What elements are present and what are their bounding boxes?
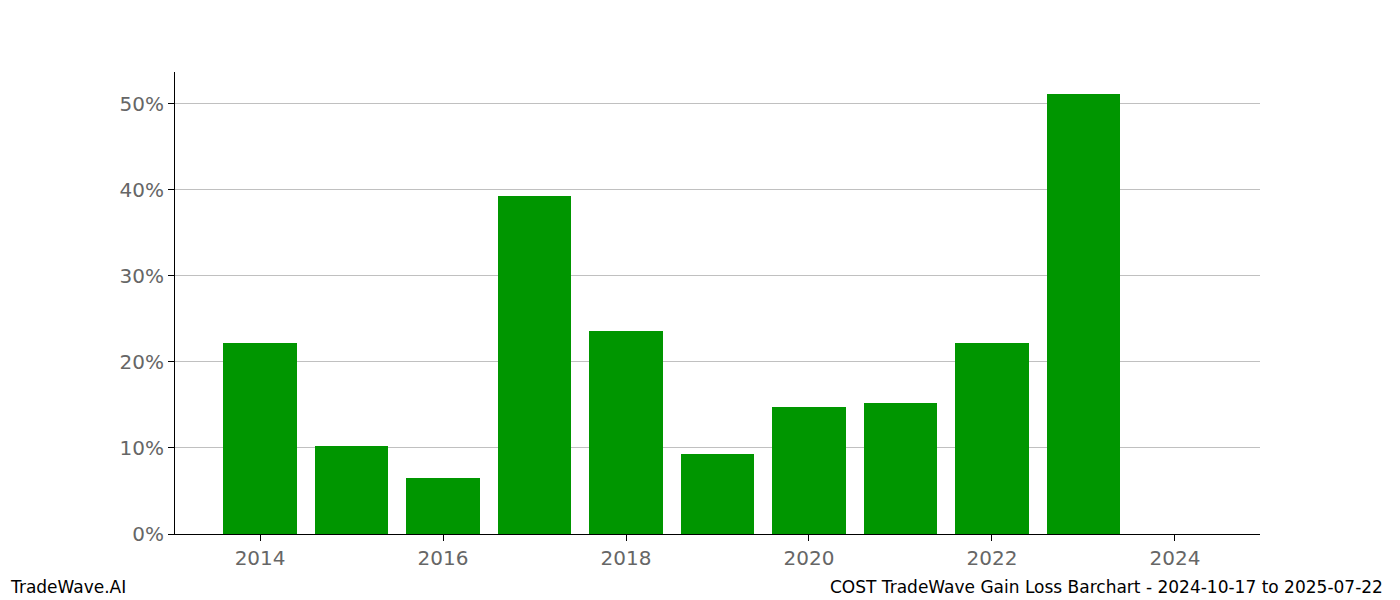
svg-text:2024: 2024	[1149, 546, 1200, 570]
svg-text:50%: 50%	[120, 92, 164, 116]
svg-text:0%: 0%	[132, 522, 164, 546]
svg-text:2014: 2014	[235, 546, 286, 570]
svg-text:2022: 2022	[966, 546, 1017, 570]
svg-text:20%: 20%	[120, 350, 164, 374]
svg-text:30%: 30%	[120, 264, 164, 288]
svg-text:2018: 2018	[601, 546, 652, 570]
svg-text:40%: 40%	[120, 178, 164, 202]
svg-text:2020: 2020	[784, 546, 835, 570]
svg-text:2016: 2016	[418, 546, 469, 570]
svg-text:COST TradeWave Gain Loss Barch: COST TradeWave Gain Loss Barchart - 2024…	[830, 577, 1383, 597]
svg-text:TradeWave.AI: TradeWave.AI	[10, 577, 126, 597]
svg-text:10%: 10%	[120, 436, 164, 460]
